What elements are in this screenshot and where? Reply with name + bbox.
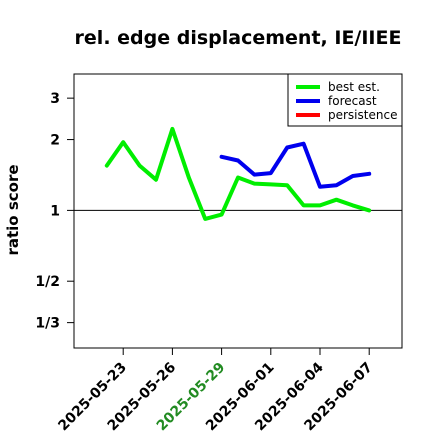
y-tick-label: 1/3	[35, 316, 60, 332]
x-axis-ticks: 2025-05-232025-05-262025-05-292025-06-01…	[55, 348, 376, 434]
y-tick-label: 1/2	[35, 274, 60, 290]
legend-label: best est.	[328, 80, 380, 94]
legend-label: persistence	[328, 108, 397, 122]
y-axis-ticks: 1/3 1/2 1 2 3	[35, 91, 74, 332]
plot-area-frame	[73, 73, 403, 349]
y-tick-label: 1	[50, 203, 60, 219]
series-lines	[104, 126, 372, 221]
y-tick-label: 3	[50, 91, 60, 107]
series-line-best-est	[104, 126, 372, 221]
y-axis-label: ratio score	[4, 164, 22, 255]
series-line-forecast	[219, 141, 372, 189]
y-tick-label: 2	[50, 133, 60, 149]
chart-title: rel. edge displacement, IE/IIEE	[75, 27, 402, 49]
legend-label: forecast	[328, 94, 377, 108]
